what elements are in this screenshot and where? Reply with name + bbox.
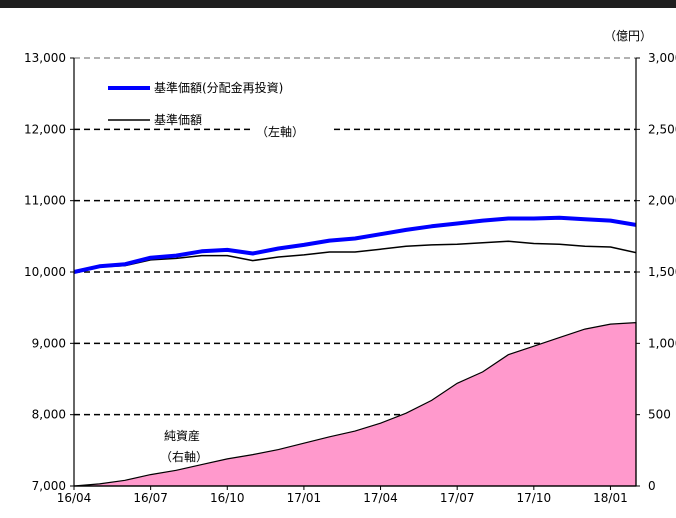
x-tick-label: 17/10 [517,491,552,505]
left-tick-label: 9,000 [32,336,66,350]
right-tick-label: 1,500 [648,265,676,279]
series-lines [73,215,637,274]
area-annotation-line2: （右軸） [160,449,208,464]
legend-label-nav: 基準価額 [154,112,202,127]
top-border [0,0,676,8]
right-tick-label: 2,500 [648,122,676,136]
axes [70,57,640,490]
left-tick-label: 10,000 [24,265,66,279]
x-tick-label: 18/01 [593,491,628,505]
right-tick-label: 0 [648,479,656,493]
left-axis-annotation: （左軸） [256,124,304,139]
area-annotation-line1: 純資産 [164,428,200,443]
grid-lines [74,57,636,416]
x-tick-label: 16/04 [57,491,92,505]
right-tick-label: 2,000 [648,194,676,208]
left-tick-label: 11,000 [24,194,66,208]
legend-label-reinvested: 基準価額(分配金再投資) [154,80,283,95]
tick-labels: 7,000 8,000 9,000 10,000 11,000 12,000 13,000 0… [24,51,676,505]
right-tick-label: 1,000 [648,336,676,350]
x-tick-label: 17/01 [287,491,322,505]
x-tick-label: 17/07 [440,491,475,505]
left-tick-label: 7,000 [32,479,66,493]
right-tick-label: 500 [648,408,671,422]
left-axis-annotation-bg [252,122,330,140]
net-assets-area [73,321,637,487]
x-tick-label: 16/10 [210,491,245,505]
right-axis-unit: （億円） [604,29,652,43]
left-tick-label: 12,000 [24,122,66,136]
right-tick-label: 3,000 [648,51,676,65]
series-line-reinvested [73,215,637,274]
series-line-nav [73,240,637,273]
left-tick-label: 13,000 [24,51,66,65]
series-area-net-assets [73,321,637,487]
x-tick-label: 17/04 [363,491,398,505]
left-tick-label: 8,000 [32,408,66,422]
x-tick-label: 16/07 [133,491,168,505]
